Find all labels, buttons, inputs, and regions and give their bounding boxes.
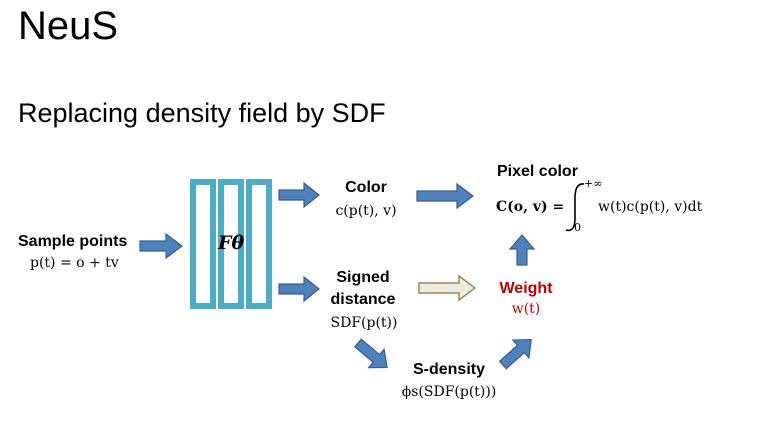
signed-distance-label-line2: distance: [330, 291, 396, 308]
arrow-sdf-to-sdensity: [353, 338, 388, 369]
arrow-network-to-sdf: [278, 275, 320, 303]
network-bar-2: [218, 179, 244, 309]
network-label: Fθ: [218, 232, 245, 254]
network-bar-1: [190, 179, 216, 309]
slide-subtitle: Replacing density field by SDF: [18, 98, 386, 128]
arrow-sample-to-network: [139, 232, 183, 260]
network-block: [190, 179, 272, 309]
pixel-color-formula-lhs: C(o, v) =: [496, 199, 565, 215]
sample-points-formula: p(t) = o + tv: [30, 255, 119, 271]
arrow-network-to-color: [278, 181, 320, 209]
integral-sign-icon: [565, 183, 585, 232]
integral-lower-limit: 0: [574, 221, 581, 234]
pixel-color-label: Pixel color: [497, 163, 578, 180]
sample-points-label: Sample points: [18, 233, 128, 250]
s-density-label: S-density: [412, 361, 485, 378]
pixel-color-formula-rhs: w(t)c(p(t), v)dt: [598, 199, 703, 215]
signed-distance-label-line1: Signed: [336, 269, 390, 286]
arrow-sdf-to-weight: [418, 274, 477, 302]
network-bar-3: [246, 179, 272, 309]
signed-distance-formula: SDF(p(t)): [330, 315, 398, 331]
arrow-color-to-pixel: [416, 182, 474, 210]
color-formula: c(p(t), v): [335, 203, 397, 219]
s-density-formula: ϕs(SDF(p(t))): [401, 384, 497, 400]
slide-title: NeuS: [18, 4, 119, 48]
weight-formula: w(t): [511, 301, 541, 317]
integral-upper-limit: +∞: [584, 177, 603, 190]
color-label: Color: [345, 179, 387, 196]
arrow-sdensity-to-weight: [498, 338, 532, 370]
weight-label: Weight: [499, 280, 553, 297]
arrow-weight-to-pixel: [508, 234, 536, 266]
